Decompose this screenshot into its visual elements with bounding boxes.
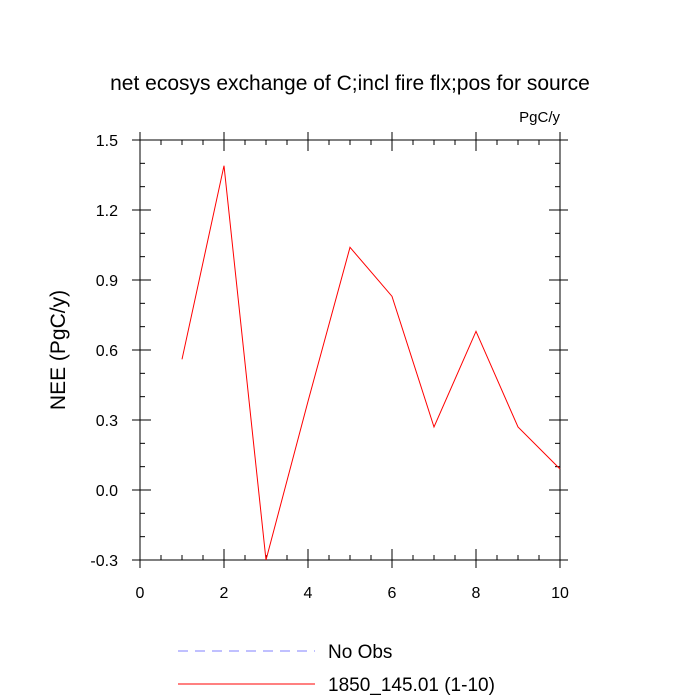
y-axis-label: NEE (PgC/y) [47,290,70,410]
x-tick-label: 0 [136,585,145,602]
series-layer [181,165,561,561]
x-tick-label: 8 [472,585,481,602]
y-tick-label: 0.3 [96,413,118,430]
y-tick-label: 0.9 [96,273,118,290]
units-label: PgC/y [519,109,560,126]
y-tick-label: 1.5 [96,133,118,150]
x-tick-label: 10 [551,585,569,602]
x-tick-label: 2 [220,585,229,602]
y-tick-label: 1.2 [96,203,118,220]
x-tick-label: 4 [304,585,313,602]
y-tick-label: -0.3 [90,553,118,570]
chart-title: net ecosys exchange of C;incl fire flx;p… [110,72,590,95]
axis-ticks [132,132,568,568]
legend: No Obs 1850_145.01 (1-10) [178,642,495,696]
y-tick-label: 0.6 [96,343,118,360]
plot-border [139,139,561,561]
axis-tick-labels: 0 2 4 6 8 10 -0.3 0.0 0.3 0.6 0.9 1.2 1.5 [90,133,569,602]
x-tick-label: 6 [388,585,397,602]
legend-label-1: 1850_145.01 (1-10) [328,675,495,696]
y-tick-label: 0.0 [96,483,118,500]
plot-frame [139,139,561,561]
legend-label-0: No Obs [328,642,392,663]
series-line-1 [181,165,561,561]
